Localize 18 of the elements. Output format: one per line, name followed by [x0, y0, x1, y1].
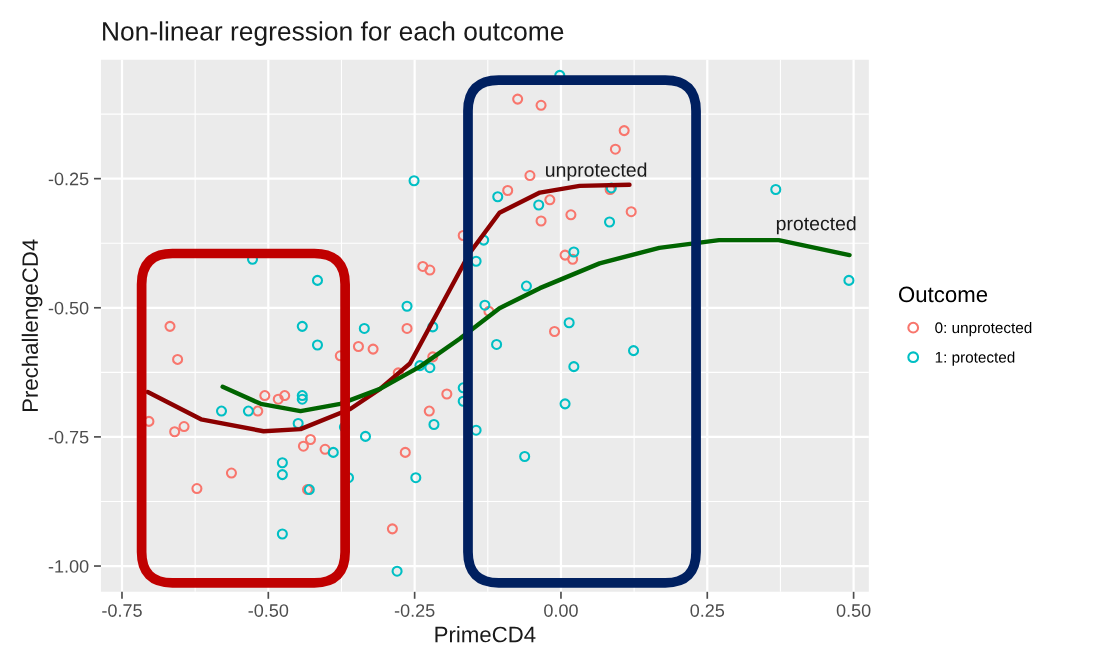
x-tick-label: -0.25: [394, 604, 435, 617]
annotation: unprotected: [546, 162, 647, 181]
legend-label: 1: protected: [935, 351, 1015, 366]
y-tick-label: -1.00: [48, 559, 89, 573]
x-tick-label: 0.50: [836, 604, 871, 617]
y-axis-title: PrechallengeCD4: [21, 239, 43, 412]
x-tick-label: 0.00: [544, 604, 578, 617]
legend-title: Outcome: [898, 286, 988, 303]
y-tick-label: -0.25: [48, 172, 89, 186]
annotation: protected: [776, 216, 856, 235]
y-tick-label: -0.50: [48, 301, 89, 315]
chart-title: Non-linear regression for each outcome: [103, 21, 564, 46]
x-tick-label: -0.50: [248, 604, 289, 617]
legend-label: 0: unprotected: [935, 321, 1032, 337]
x-tick-label: 0.25: [690, 604, 725, 617]
y-tick-label: -0.75: [48, 430, 89, 444]
x-tick-label: -0.75: [102, 604, 142, 617]
x-axis-title: PrimeCD4: [435, 626, 536, 643]
